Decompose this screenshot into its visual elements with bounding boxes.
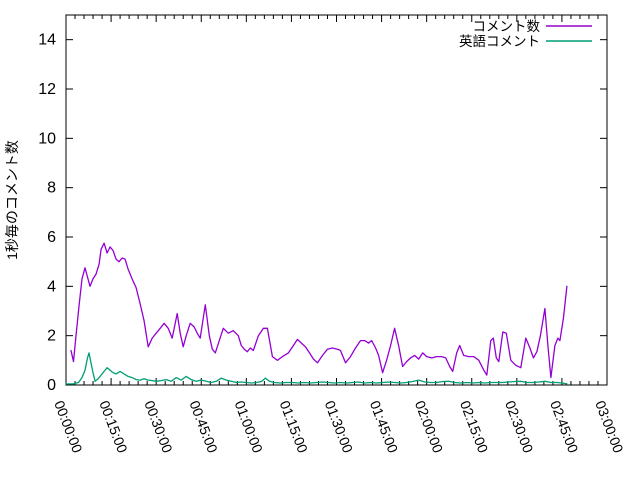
legend-label: 英語コメント [459, 33, 540, 49]
x-tick-label: 01:45:00 [367, 398, 402, 455]
y-tick-label: 8 [47, 180, 56, 197]
y-axis-title: 1秒毎のコメント数 [4, 140, 20, 260]
series-line-1 [65, 352, 568, 385]
x-tick-label: 01:00:00 [232, 398, 267, 455]
x-tick-label: 00:00:00 [51, 398, 86, 455]
legend-entry-0: コメント数 [473, 19, 592, 34]
x-tick-label: 00:30:00 [141, 398, 176, 455]
y-tick-label: 10 [38, 130, 56, 147]
x-tick-label: 03:00:00 [592, 398, 627, 455]
plot-border [65, 14, 608, 386]
legend-label: コメント数 [473, 19, 541, 34]
y-tick-label: 6 [47, 229, 56, 246]
x-tick-label: 00:15:00 [96, 398, 131, 455]
x-tick-label: 02:45:00 [547, 398, 582, 455]
y-tick-label: 4 [47, 278, 56, 295]
x-tick-label: 02:15:00 [457, 398, 492, 455]
y-tick-label: 12 [38, 81, 56, 98]
x-tick-label: 02:30:00 [502, 398, 537, 455]
x-tick-label: 02:00:00 [412, 398, 447, 455]
y-tick-label: 2 [47, 328, 56, 345]
y-tick-label: 14 [38, 32, 56, 49]
x-tick-label: 00:45:00 [186, 398, 221, 455]
legend-entry-1: 英語コメント [459, 33, 592, 49]
y-tick-label: 0 [47, 377, 56, 394]
x-tick-label: 01:15:00 [277, 398, 312, 455]
x-tick-label: 01:30:00 [322, 398, 357, 455]
series-line-0 [70, 242, 568, 379]
